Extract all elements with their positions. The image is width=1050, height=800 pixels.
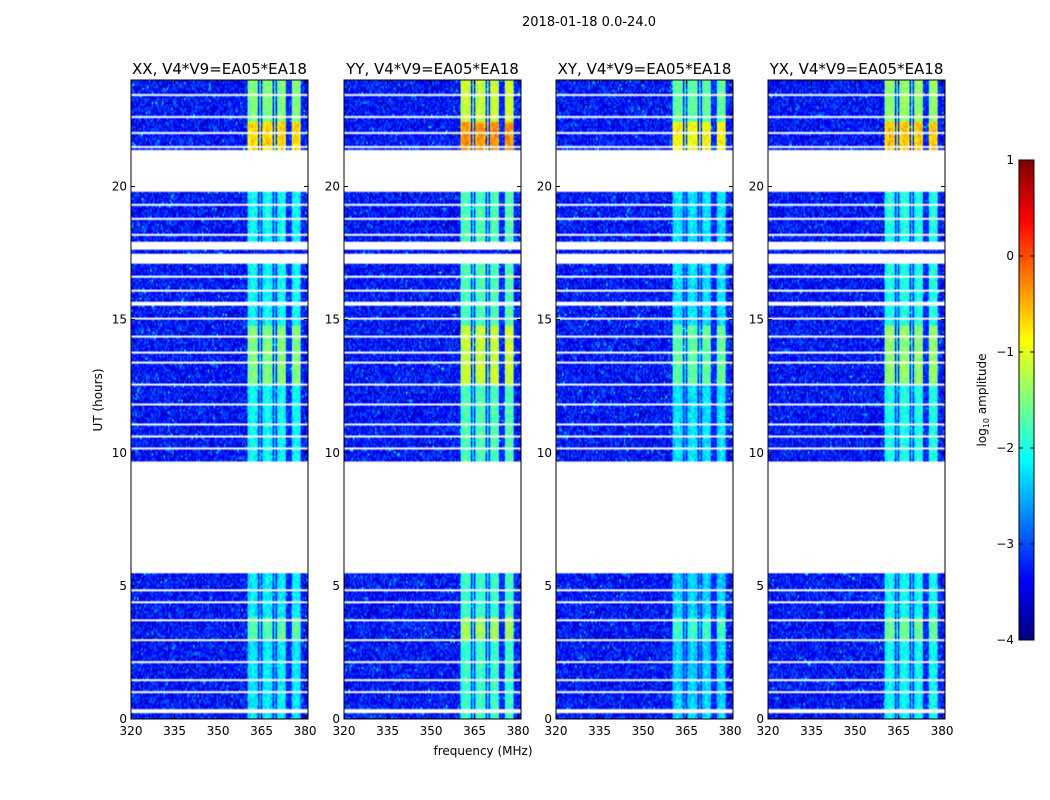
y-tick-label: 5: [544, 579, 552, 593]
y-tick-label: 20: [112, 180, 127, 194]
y-tick-label: 20: [537, 180, 552, 194]
colorbar-tick-label: −2: [996, 441, 1014, 455]
panel-title: YX, V4*V9=EA05*EA18: [769, 60, 944, 78]
x-tick-label: 335: [163, 724, 186, 738]
y-tick-label: 5: [756, 579, 764, 593]
y-axis-label: UT (hours): [91, 368, 105, 431]
y-tick-label: 10: [537, 446, 552, 460]
x-tick-label: 380: [294, 724, 317, 738]
panel-title: YY, V4*V9=EA05*EA18: [345, 60, 519, 78]
axes-frame: [555, 79, 734, 720]
y-tick-label: 10: [749, 446, 764, 460]
y-tick-label: 0: [332, 712, 340, 726]
panel-title: XY, V4*V9=EA05*EA18: [558, 60, 732, 78]
colorbar-tick-label: −4: [996, 633, 1014, 647]
y-tick-label: 5: [119, 579, 127, 593]
x-tick-label: 320: [333, 724, 356, 738]
heatmap-image: [131, 80, 308, 719]
x-tick-label: 320: [757, 724, 780, 738]
colorbar-label: log10 amplitude: [975, 354, 991, 447]
x-tick-label: 380: [507, 724, 530, 738]
x-tick-label: 365: [250, 724, 273, 738]
heatmap-image: [768, 80, 945, 719]
colorbar-gradient: [1018, 159, 1035, 641]
spectrogram-panel: XX, V4*V9=EA05*EA18 320 335 350 365 380 0 5 10 15…: [112, 60, 317, 738]
heatmap-image: [556, 80, 733, 719]
heatmap-image: [344, 80, 521, 719]
x-tick-label: 350: [844, 724, 867, 738]
y-tick-label: 15: [749, 313, 764, 327]
colorbar-tick-label: 1: [1006, 153, 1014, 167]
y-tick-label: 15: [537, 313, 552, 327]
axes-frame: [767, 79, 946, 720]
x-tick-label: 320: [545, 724, 568, 738]
y-tick-label: 20: [749, 180, 764, 194]
x-tick-label: 335: [588, 724, 611, 738]
x-tick-label: 380: [931, 724, 954, 738]
spectrogram-panel: YX, V4*V9=EA05*EA18 320 335 350 365 380 0 5 10 15…: [749, 60, 954, 738]
x-tick-label: 365: [675, 724, 698, 738]
x-tick-label: 380: [719, 724, 742, 738]
figure-suptitle: 2018-01-18 0.0-24.0: [522, 15, 656, 30]
y-tick-label: 15: [112, 313, 127, 327]
x-tick-label: 350: [420, 724, 443, 738]
axes-frame: [343, 79, 522, 720]
colorbar-tick-label: 0: [1006, 249, 1014, 263]
spectrogram-panel: XY, V4*V9=EA05*EA18 320 335 350 365 380 0 5 10 15…: [537, 60, 742, 738]
y-tick-label: 10: [112, 446, 127, 460]
y-tick-label: 10: [325, 446, 340, 460]
panel-title: XX, V4*V9=EA05*EA18: [132, 60, 307, 78]
y-tick-label: 0: [119, 712, 127, 726]
x-tick-label: 365: [887, 724, 910, 738]
y-tick-label: 0: [756, 712, 764, 726]
x-tick-label: 335: [376, 724, 399, 738]
x-axis-label: frequency (MHz): [433, 744, 532, 758]
y-tick-label: 15: [325, 313, 340, 327]
spectrogram-panel: YY, V4*V9=EA05*EA18 320 335 350 365 380 0 5 10 15…: [325, 60, 530, 738]
spectrogram-panels: XX, V4*V9=EA05*EA18 320 335 350 365 380 0 5 10 15…: [112, 60, 954, 738]
x-tick-label: 320: [120, 724, 143, 738]
colorbar-tick-label: −3: [996, 537, 1014, 551]
y-tick-label: 0: [544, 712, 552, 726]
colorbar-tick-label: −1: [996, 345, 1014, 359]
axes-frame: [130, 79, 309, 720]
x-tick-label: 335: [800, 724, 823, 738]
x-tick-label: 365: [463, 724, 486, 738]
x-tick-label: 350: [207, 724, 230, 738]
x-tick-label: 350: [632, 724, 655, 738]
y-tick-label: 20: [325, 180, 340, 194]
y-tick-label: 5: [332, 579, 340, 593]
colorbar: −4 −3 −2 −1 0 1 log10 amplitude: [975, 153, 1035, 647]
